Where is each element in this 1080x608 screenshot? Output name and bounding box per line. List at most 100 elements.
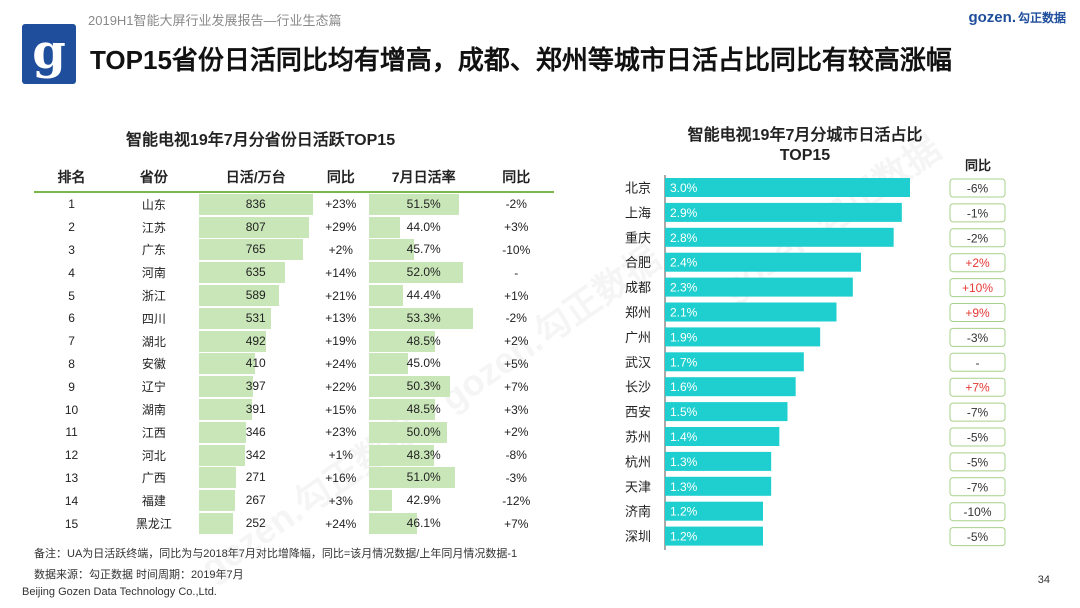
city-value-label: 2.3% [670, 281, 698, 295]
table-row: 11 江西 346 +23% 50.0% +2% [34, 421, 554, 444]
dau-value: 267 [245, 493, 266, 508]
page-number: 34 [1037, 574, 1050, 586]
dau-value: 342 [245, 447, 266, 462]
dau-bar [198, 444, 246, 466]
table-header-row: 排名 省份 日活/万台 同比 7月日活率 同比 [34, 163, 554, 193]
city-value-label: 1.2% [670, 530, 698, 544]
city-label: 广州 [625, 330, 651, 345]
city-yoy-label: - [976, 356, 980, 370]
city-yoy-label: +10% [962, 281, 993, 295]
city-bar [665, 427, 780, 446]
city-bar [665, 327, 821, 347]
cell-rank: 11 [65, 425, 78, 440]
header-rank: 排名 [34, 163, 110, 193]
rate-bar [368, 353, 409, 375]
cell-yoy: +21% [325, 288, 357, 303]
city-value-label: 1.9% [670, 330, 698, 344]
brand-logo: gozen. 勾正数据 [968, 9, 1066, 26]
city-bar [665, 302, 837, 322]
cell-province: 湖北 [141, 334, 166, 349]
city-value-label: 1.6% [670, 380, 698, 394]
dau-bar [198, 490, 236, 512]
cell-yoy: +13% [325, 311, 357, 326]
dau-bar [198, 307, 272, 329]
cell-dau: 836 [198, 192, 313, 216]
cell-province: 黑龙江 [135, 517, 172, 532]
cell-rate: 53.3% [368, 307, 479, 330]
dau-value: 252 [245, 516, 266, 531]
cell-province: 江西 [141, 425, 166, 440]
rate-bar [368, 193, 459, 215]
dau-bar [198, 216, 309, 238]
cell-province: 山东 [141, 197, 166, 212]
table-row: 1 山东 836 +23% 51.5% -2% [34, 192, 554, 216]
rate-bar [368, 467, 456, 489]
cell-rate: 44.0% [368, 216, 479, 239]
city-bar [665, 402, 788, 422]
report-header: 2019H1智能大屏行业发展报告—行业生态篇 [88, 13, 342, 28]
cell-rate-yoy: -2% [505, 311, 527, 326]
cell-rate: 45.0% [368, 353, 479, 376]
cell-rate: 50.0% [368, 421, 479, 444]
brand-name: gozen. [968, 9, 1016, 26]
yoy-box [949, 427, 1006, 447]
dau-bar [198, 285, 280, 307]
dau-value: 765 [245, 242, 266, 257]
cell-yoy: +3% [328, 493, 353, 508]
city-label: 苏州 [625, 430, 651, 445]
city-yoy-label: -5% [967, 431, 989, 445]
province-table: 排名 省份 日活/万台 同比 7月日活率 同比 1 山东 836 +23% 51.5% -… [34, 163, 554, 535]
city-yoy-label: -10% [963, 505, 991, 519]
dau-value: 589 [245, 288, 266, 303]
city-label: 重庆 [625, 230, 651, 245]
cell-rank: 6 [68, 311, 75, 326]
dau-bar [198, 239, 304, 261]
header-dau: 日活/万台 [198, 163, 313, 193]
rate-value: 53.3% [406, 310, 441, 325]
cell-yoy: +22% [325, 379, 357, 394]
city-value-label: 2.9% [670, 206, 698, 220]
city-value-label: 1.4% [670, 430, 698, 444]
dau-value: 531 [245, 310, 266, 325]
rate-bar [368, 285, 404, 307]
cell-dau: 397 [198, 375, 313, 398]
yoy-box [949, 452, 1006, 472]
brand-name-cn: 勾正数据 [1017, 11, 1066, 25]
city-bar [665, 178, 910, 197]
city-label: 合肥 [625, 255, 651, 270]
city-yoy-label: -6% [967, 182, 989, 196]
cell-rate: 44.4% [368, 284, 479, 307]
yoy-box [949, 278, 1006, 298]
cell-dau: 271 [198, 467, 313, 490]
city-value-label: 1.3% [670, 480, 698, 494]
city-value-label: 2.8% [670, 231, 698, 245]
header-rate: 7月日活率 [368, 163, 479, 193]
rate-bar [368, 216, 401, 238]
city-chart-title-line2: TOP15 [779, 147, 831, 164]
rate-value: 45.0% [406, 356, 441, 371]
yoy-box [949, 178, 1006, 198]
page-title: TOP15省份日活同比均有增高，成都、郑州等城市日活占比同比有较高涨幅 [90, 45, 952, 75]
cell-rate-yoy: +3% [504, 220, 529, 235]
rate-bar [368, 376, 450, 398]
city-value-label: 1.7% [670, 355, 698, 369]
rate-bar [368, 307, 473, 329]
city-value-label: 3.0% [670, 181, 698, 195]
cell-rate-yoy: +3% [504, 402, 529, 417]
rate-value: 48.3% [406, 447, 441, 462]
cell-yoy: +24% [325, 516, 357, 531]
dau-bar [198, 467, 236, 489]
dau-bar [198, 353, 255, 375]
data-source: 数据来源：勾正数据 时间周期：2019年7月 [34, 569, 244, 581]
rate-value: 52.0% [406, 265, 441, 280]
cell-rate-yoy: -12% [502, 493, 531, 508]
cell-dau: 492 [198, 330, 313, 353]
dau-bar [198, 330, 266, 352]
city-bar [665, 501, 763, 521]
yoy-box [949, 477, 1006, 497]
city-bar [665, 476, 772, 496]
rate-value: 42.9% [406, 493, 441, 508]
cell-dau: 252 [198, 512, 313, 535]
cell-dau: 531 [198, 307, 313, 330]
city-yoy-label: -2% [967, 231, 989, 245]
